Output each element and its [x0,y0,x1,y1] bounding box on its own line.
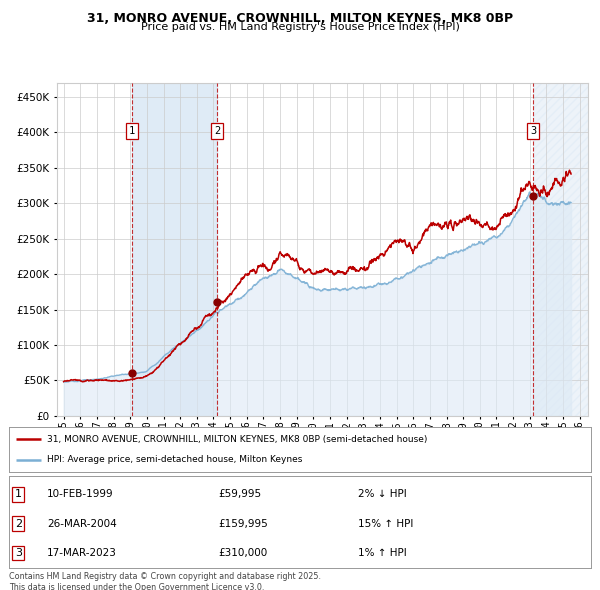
Text: 10-FEB-1999: 10-FEB-1999 [47,490,113,499]
Text: 31, MONRO AVENUE, CROWNHILL, MILTON KEYNES, MK8 0BP: 31, MONRO AVENUE, CROWNHILL, MILTON KEYN… [87,12,513,25]
Bar [533,83,588,416]
Text: 2: 2 [15,519,22,529]
Text: HPI: Average price, semi-detached house, Milton Keynes: HPI: Average price, semi-detached house,… [47,455,302,464]
Text: Contains HM Land Registry data © Crown copyright and database right 2025.
This d: Contains HM Land Registry data © Crown c… [9,572,321,590]
Text: 15% ↑ HPI: 15% ↑ HPI [358,519,413,529]
Text: £59,995: £59,995 [218,490,262,499]
Text: £310,000: £310,000 [218,548,268,558]
Text: 2: 2 [214,126,220,136]
Text: £159,995: £159,995 [218,519,268,529]
Text: 17-MAR-2023: 17-MAR-2023 [47,548,117,558]
Bar [132,83,217,416]
Text: 1: 1 [129,126,135,136]
Text: Price paid vs. HM Land Registry's House Price Index (HPI): Price paid vs. HM Land Registry's House … [140,22,460,32]
Text: 3: 3 [15,548,22,558]
Text: 31, MONRO AVENUE, CROWNHILL, MILTON KEYNES, MK8 0BP (semi-detached house): 31, MONRO AVENUE, CROWNHILL, MILTON KEYN… [47,435,427,444]
Text: 3: 3 [530,126,536,136]
Text: 26-MAR-2004: 26-MAR-2004 [47,519,116,529]
Text: 2% ↓ HPI: 2% ↓ HPI [358,490,407,499]
Text: 1% ↑ HPI: 1% ↑ HPI [358,548,407,558]
Text: 1: 1 [15,490,22,499]
